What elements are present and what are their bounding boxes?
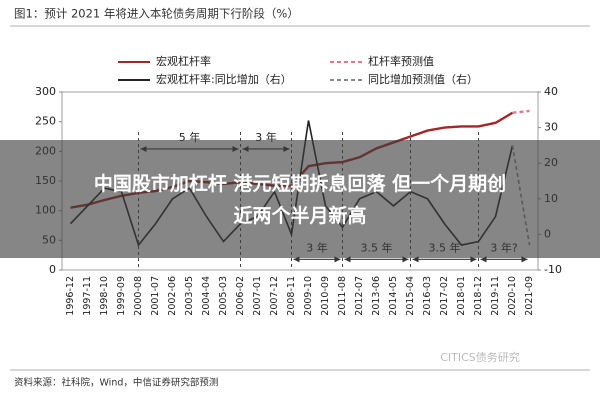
x-tick-label: 2004-04 [201, 276, 212, 316]
x-tick-label: 2003-05 [184, 276, 195, 316]
y-tick-label: 250 [35, 115, 56, 128]
source: 资料来源：社科院，Wind，中信证券研究部预测 [14, 377, 218, 389]
x-tick-label: 2013-06 [371, 276, 382, 316]
x-tick-label: 2019-11 [490, 276, 501, 316]
x-tick-label: 2016-03 [422, 276, 433, 316]
y2-tick-label: 40 [544, 85, 558, 98]
x-tick-label: 2000-08 [133, 276, 144, 316]
y-tick-label: 300 [35, 85, 56, 98]
legend-label: 宏观杠杆率:同比增加（右） [156, 72, 292, 86]
x-tick-label: 2021-09 [524, 276, 535, 316]
legend-label: 杠杆率预测值 [368, 54, 434, 68]
x-tick-label: 1997-11 [82, 276, 93, 316]
x-tick-label: 2011-08 [337, 276, 348, 316]
x-tick-label: 2012-07 [354, 276, 365, 316]
x-tick-label: 1999-09 [116, 276, 127, 316]
y-tick-label: 0 [49, 263, 56, 276]
legend-label: 同比增加预测值（右） [368, 72, 478, 86]
x-tick-label: 2010-09 [320, 276, 331, 316]
x-tick-label: 2017-02 [439, 276, 450, 316]
series-line [512, 109, 530, 114]
x-tick-label: 2007-12 [269, 276, 280, 316]
x-tick-label: 2014-05 [388, 276, 399, 316]
x-tick-label: 1996-12 [65, 276, 76, 316]
y2-tick-label: -10 [544, 263, 562, 276]
x-tick-label: 2001-07 [150, 276, 161, 316]
x-tick-label: 2006-02 [235, 276, 246, 316]
x-tick-label: 2015-04 [405, 276, 416, 316]
x-tick-label: 2009-10 [303, 276, 314, 316]
x-tick-label: 2005-03 [218, 276, 229, 316]
x-tick-label: 2020-10 [507, 276, 518, 316]
x-tick-label: 2018-12 [473, 276, 484, 316]
x-tick-label: 2008-11 [286, 276, 297, 316]
watermark: CITICS债务研究 [440, 350, 520, 364]
x-tick-label: 2007-01 [252, 276, 263, 316]
x-tick-label: 2002-06 [167, 276, 178, 316]
banner-bg [0, 140, 600, 258]
chart-title: 图1：预计 2021 年将进入本轮债务周期下行阶段（%） [14, 7, 299, 21]
x-tick-label: 2018-01 [456, 276, 467, 316]
y2-tick-label: 30 [544, 121, 558, 134]
banner-text: 中国股市加杠杆 港元短期拆息回落 但一个月期创近两个半月新高 [94, 172, 506, 227]
x-tick-label: 1998-10 [99, 276, 110, 316]
legend-label: 宏观杠杆率 [156, 54, 211, 68]
